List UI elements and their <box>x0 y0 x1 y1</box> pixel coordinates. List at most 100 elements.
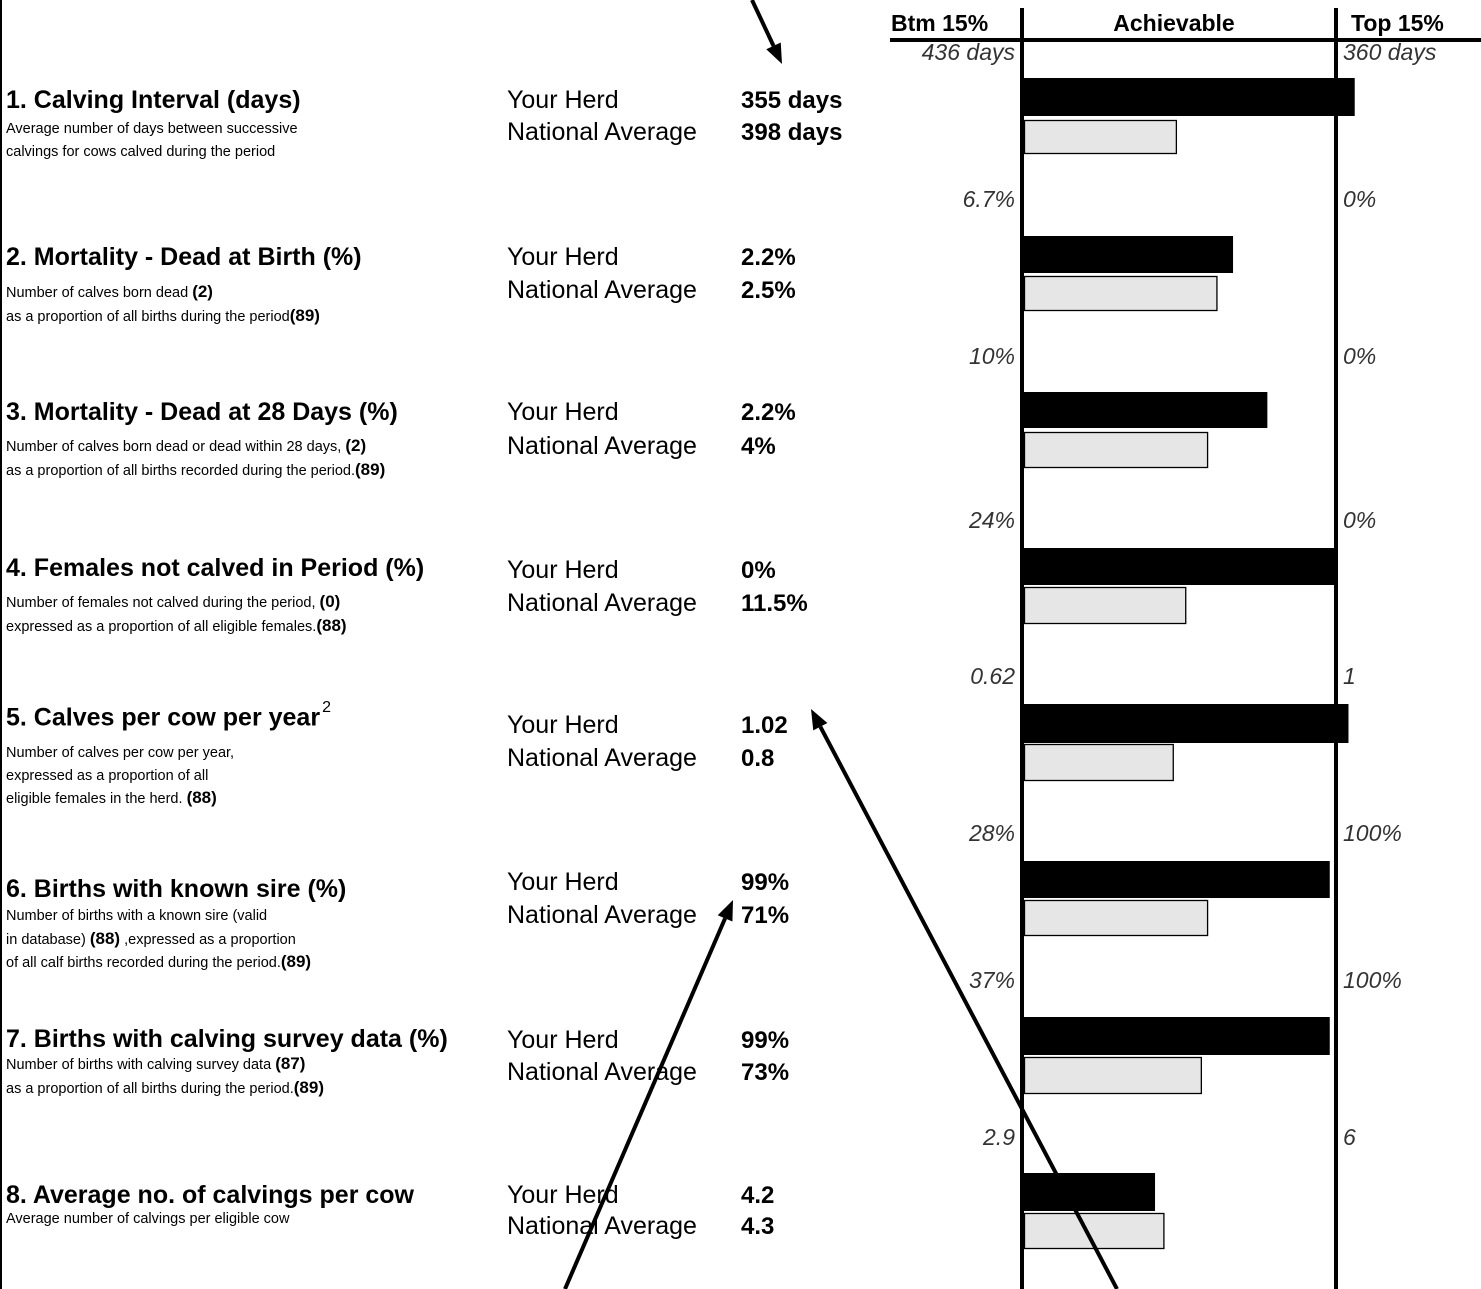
bar-your-herd <box>1024 392 1268 428</box>
bar-national-average <box>1023 899 1209 937</box>
metric-title: 5. Calves per cow per year 2 <box>6 699 331 732</box>
description-line: Number of calves born dead or dead withi… <box>6 439 342 455</box>
metric-description: Number of calves born dead (2) as a propo… <box>6 281 320 328</box>
your-herd-label: Your Herd <box>507 711 619 739</box>
arrow-shaft <box>750 0 776 47</box>
metric-title-text: 3. Mortality - Dead at 28 Days (%) <box>6 398 398 426</box>
national-average-value: 4% <box>741 433 776 460</box>
arrow-head <box>766 42 782 64</box>
bar-your-herd <box>1024 236 1234 273</box>
benchmark-chart: Btm 15% Achievable Top 15% 436 days 360 d… <box>890 8 1481 1289</box>
top-15-header: Top 15% <box>1351 10 1444 36</box>
metric-title: 4. Females not calved in Period (%) <box>6 554 424 583</box>
national-average-value: 71% <box>741 902 790 929</box>
top-15-value: 100% <box>1343 820 1402 846</box>
your-herd-label: Your Herd <box>507 868 619 896</box>
metric-title-text: 4. Females not calved in Period (%) <box>6 554 425 582</box>
btm-15-value: 6.7% <box>963 186 1015 212</box>
national-average-label: National Average <box>507 276 697 304</box>
metric-title: 7. Births with calving survey data (%) <box>6 1025 448 1054</box>
btm-15-header: Btm 15% <box>891 10 988 36</box>
description-line: expressed as a proportion of all eligibl… <box>6 618 317 635</box>
count-value: (89) <box>355 459 386 479</box>
metric-description: Average number of days between successiv… <box>6 118 298 163</box>
metric-title: 3. Mortality - Dead at 28 Days (%) <box>6 398 398 427</box>
your-herd-value: 355 days <box>741 87 843 114</box>
description-line: calvings for cows calved during the peri… <box>6 143 276 160</box>
arrow-head <box>717 900 733 922</box>
btm-15-value: 24% <box>968 507 1015 533</box>
footnote-marker: 2 <box>322 699 331 716</box>
metric-title: 2. Mortality - Dead at Birth (%) <box>6 243 362 272</box>
your-herd-label: Your Herd <box>507 243 619 271</box>
top-15-value: 6 <box>1343 1124 1356 1150</box>
metric-description: Number of calves born dead or dead withi… <box>6 435 385 482</box>
top-15-value: 0% <box>1343 507 1376 533</box>
description-line: as a proportion of all births during the… <box>6 308 290 325</box>
btm-15-value: 10% <box>969 343 1015 369</box>
bar-national-average <box>1023 119 1178 155</box>
your-herd-value: 4.2 <box>741 1182 775 1209</box>
bar-national-average <box>1023 431 1209 469</box>
top-15-value: 1 <box>1343 663 1356 689</box>
bar-national-average <box>1023 1056 1202 1095</box>
description-line: in database) <box>6 931 86 948</box>
bar-your-herd <box>1024 78 1355 116</box>
metric-description: Number of births with calving survey dat… <box>6 1053 324 1100</box>
national-average-label: National Average <box>507 1212 697 1240</box>
metric-title: 1. Calving Interval (days) <box>6 86 301 115</box>
achievable-header: Achievable <box>1113 10 1234 36</box>
count-value: (88) <box>89 928 121 948</box>
page-left-border <box>0 0 2 1289</box>
description-line: as a proportion of all births recorded d… <box>6 462 356 479</box>
metric-description: Number of births with a known sire (vali… <box>6 905 311 975</box>
metric-title-text: 6. Births with known sire (%) <box>6 875 347 903</box>
your-herd-value: 99% <box>741 869 790 896</box>
top-15-value: 0% <box>1343 343 1376 369</box>
btm-15-value: 2.9 <box>982 1124 1015 1150</box>
description-line: Number of females not calved during the … <box>6 595 316 611</box>
description-line: Number of births with a known sire (vali… <box>6 908 268 924</box>
description-line: Number of calves per cow per year, <box>6 745 235 761</box>
national-average-label: National Average <box>507 1058 697 1086</box>
description-line: eligible females in the herd. <box>6 791 183 807</box>
your-herd-value: 99% <box>741 1027 790 1054</box>
description-line: as a proportion of all births during the… <box>6 1080 294 1097</box>
description-line: ,expressed as a proportion <box>124 931 296 948</box>
top-15-value: 100% <box>1343 967 1402 993</box>
your-herd-value: 2.2% <box>741 399 796 426</box>
metric-title-text: 7. Births with calving survey data (%) <box>6 1025 448 1053</box>
top-15-value: 360 days <box>1343 39 1437 65</box>
national-average-label: National Average <box>507 432 697 460</box>
count-value: (89) <box>280 952 312 971</box>
bar-your-herd <box>1024 1173 1156 1211</box>
national-average-value: 11.5% <box>741 590 808 617</box>
your-herd-value: 2.2% <box>741 244 796 271</box>
your-herd-label: Your Herd <box>507 86 619 114</box>
metric-title: 8. Average no. of calvings per cow <box>6 1181 414 1210</box>
your-herd-label: Your Herd <box>507 1181 619 1209</box>
your-herd-value: 0% <box>741 557 776 584</box>
btm-15-value: 436 days <box>922 39 1016 65</box>
metric-title-text: 8. Average no. of calvings per cow <box>6 1181 414 1209</box>
btm-15-value: 0.62 <box>970 663 1015 689</box>
description-line: of all calf births recorded during the p… <box>6 955 281 971</box>
your-herd-label: Your Herd <box>507 556 619 584</box>
description-line: Number of births with calving survey dat… <box>6 1057 272 1073</box>
btm-15-value: 37% <box>969 967 1015 993</box>
bar-your-herd <box>1024 548 1336 585</box>
description-line: Average number of days between successiv… <box>6 121 298 137</box>
your-herd-label: Your Herd <box>507 398 619 426</box>
bar-your-herd <box>1024 1017 1330 1055</box>
count-value: (89) <box>293 1077 324 1097</box>
national-average-label: National Average <box>507 118 697 146</box>
your-herd-value: 1.02 <box>741 712 788 739</box>
your-herd-label: Your Herd <box>507 1026 619 1054</box>
description-line: Number of calves born dead <box>6 285 189 301</box>
count-value: (2) <box>345 436 367 455</box>
arrow-head <box>811 709 828 731</box>
bar-your-herd <box>1024 704 1349 743</box>
count-value: (88) <box>186 788 217 807</box>
metric-title-text: 2. Mortality - Dead at Birth (%) <box>6 243 362 271</box>
bar-national-average <box>1023 743 1174 782</box>
